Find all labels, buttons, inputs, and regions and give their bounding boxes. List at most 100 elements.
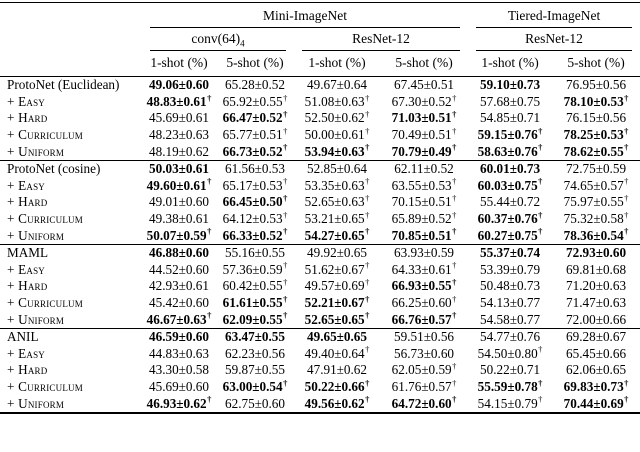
result-value: 69.83±0.73 (563, 378, 624, 394)
result-cell: 49.60±0.61† (142, 177, 216, 195)
arch-header: ResNet-12 (468, 28, 640, 51)
result-value: 49.06±0.60 (149, 77, 209, 93)
result-cell: 53.35±0.63† (294, 176, 380, 195)
corner-cell (0, 51, 142, 77)
result-cell: 64.12±0.53† (216, 209, 294, 228)
arch-header-row: conv(64)4 ResNet-12 ResNet-12 (0, 28, 640, 51)
result-value: 54.15±0.79 (477, 395, 538, 411)
result-value: 70.15±0.51 (391, 194, 452, 210)
result-cell: 60.01±0.73 (468, 160, 552, 177)
result-value: 60.27±0.75 (477, 227, 538, 243)
result-value: 56.73±0.60 (394, 345, 455, 361)
method-label: MAML (7, 245, 49, 261)
table-row: ANIL 46.59±0.60 63.47±0.55 49.65±0.65 59.51±… (0, 328, 640, 345)
dagger-mark: † (365, 176, 370, 187)
dagger-mark: † (207, 226, 212, 237)
result-cell: 43.30±0.58 (142, 362, 216, 379)
result-cell: 70.85±0.51† (380, 227, 468, 244)
dataset-header: Mini-ImageNet (142, 3, 468, 28)
result-cell: 61.76±0.57† (380, 377, 468, 396)
arch-name: ResNet-12 (525, 31, 583, 46)
dagger-mark: † (207, 310, 212, 321)
result-cell: 60.37±0.76† (468, 210, 552, 228)
result-cell: 65.28±0.52 (216, 77, 294, 94)
result-value: 60.03±0.75 (477, 177, 538, 193)
result-value: 62.11±0.52 (394, 161, 454, 177)
result-cell: 49.92±0.65 (294, 244, 380, 261)
dagger-mark: † (283, 293, 288, 304)
result-value: 47.91±0.62 (307, 362, 367, 378)
dagger-mark: † (452, 176, 457, 187)
table-row: ProtoNet (cosine) 50.03±0.61 61.56±0.53 52.… (0, 160, 640, 177)
table-row: + Curriculum 45.42±0.60 61.61±0.55† 52.21±0… (0, 293, 640, 312)
method-label: + Easy (7, 93, 45, 109)
result-value: 66.45±0.50 (222, 194, 283, 210)
result-value: 62.75±0.60 (225, 395, 285, 411)
dagger-mark: † (207, 394, 212, 405)
dagger-mark: † (538, 394, 543, 405)
table-header: Mini-ImageNet Tiered-ImageNet conv(64)4 Res… (0, 3, 640, 77)
result-cell: 53.94±0.63† (294, 143, 380, 160)
dagger-mark: † (283, 142, 288, 153)
result-cell: 54.15±0.79† (468, 395, 552, 413)
dagger-mark: † (452, 92, 457, 103)
result-cell: 53.39±0.79 (468, 262, 552, 279)
dagger-mark: † (452, 125, 457, 136)
result-cell: 67.30±0.52† (380, 92, 468, 111)
method-label: + Hard (7, 362, 48, 378)
dagger-mark: † (283, 377, 288, 388)
result-value: 76.95±0.56 (566, 77, 627, 93)
result-value: 65.89±0.52 (391, 211, 452, 227)
result-cell: 55.16±0.55 (216, 244, 294, 261)
dagger-mark: † (283, 92, 288, 103)
result-cell: 62.23±0.56 (216, 346, 294, 363)
result-value: 67.45±0.51 (394, 77, 455, 93)
result-value: 46.88±0.60 (149, 245, 209, 261)
result-value: 43.30±0.58 (149, 362, 209, 378)
result-value: 49.60±0.61 (146, 177, 207, 193)
dagger-mark: † (452, 310, 457, 321)
result-cell: 78.25±0.53† (552, 126, 640, 144)
result-value: 53.21±0.65 (304, 211, 365, 227)
result-value: 50.03±0.61 (149, 161, 209, 177)
result-cell: 72.00±0.66 (552, 311, 640, 328)
result-cell: 44.83±0.63 (142, 346, 216, 363)
dagger-mark: † (452, 193, 457, 204)
dagger-mark: † (283, 209, 288, 220)
result-value: 46.67±0.63 (146, 311, 207, 327)
result-cell: 74.65±0.57† (552, 177, 640, 195)
result-cell: 69.28±0.67 (552, 328, 640, 345)
result-cell: 59.87±0.55 (216, 362, 294, 379)
method-label: + Uniform (7, 311, 65, 327)
result-cell: 61.56±0.53 (216, 160, 294, 177)
arch-header: ResNet-12 (294, 28, 468, 51)
method-block: ProtoNet (Euclidean) 49.06±0.60 65.28±0.52… (0, 76, 640, 161)
dagger-mark: † (365, 344, 370, 355)
result-cell: 60.42±0.55† (216, 278, 294, 295)
result-value: 60.42±0.55 (222, 278, 283, 294)
result-value: 66.33±0.52 (222, 227, 283, 243)
result-cell: 58.63±0.76† (468, 143, 552, 160)
result-value: 46.93±0.62 (146, 395, 207, 411)
method-label: + Easy (7, 177, 45, 193)
dagger-mark: † (452, 226, 457, 237)
method-block: ProtoNet (cosine) 50.03±0.61 61.56±0.53 52.… (0, 160, 640, 244)
result-value: 74.65±0.57 (563, 177, 624, 193)
result-value: 71.03±0.51 (391, 110, 452, 126)
dagger-mark: † (365, 125, 370, 136)
result-value: 50.00±0.61 (304, 127, 365, 143)
result-value: 63.00±0.54 (222, 378, 283, 394)
result-value: 65.45±0.66 (566, 345, 627, 361)
method-label: + Curriculum (7, 127, 83, 143)
table-row: + Curriculum 45.69±0.60 63.00±0.54† 50.22±0… (0, 377, 640, 396)
result-value: 49.92±0.65 (307, 245, 367, 261)
result-cell: 46.59±0.60 (142, 328, 216, 345)
result-cell: 62.06±0.65 (552, 362, 640, 379)
dagger-mark: † (365, 209, 370, 220)
method-label: + Uniform (7, 143, 65, 159)
result-value: 54.27±0.65 (304, 227, 365, 243)
dagger-mark: † (365, 260, 370, 271)
dagger-mark: † (452, 377, 457, 388)
dagger-mark: † (452, 361, 457, 371)
